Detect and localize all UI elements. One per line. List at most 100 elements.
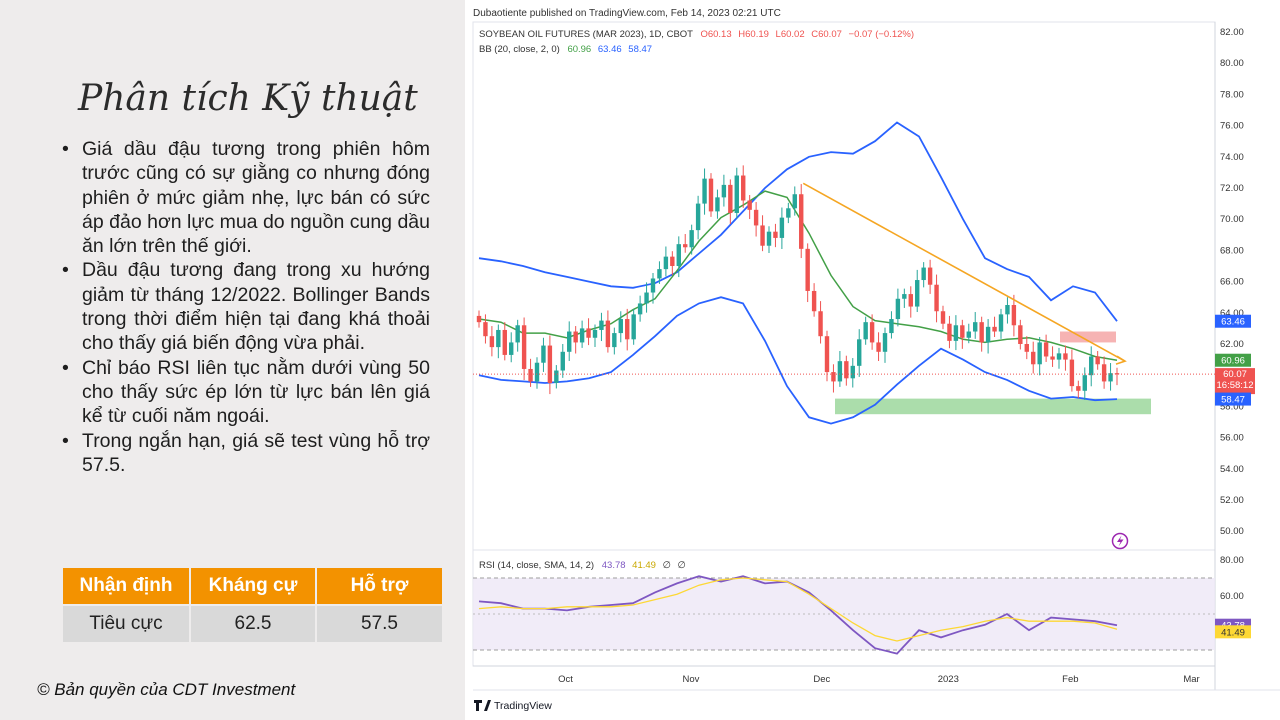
candle-body bbox=[779, 217, 785, 238]
candle-body bbox=[618, 319, 623, 334]
bollinger-basis-line[interactable] bbox=[478, 190, 1118, 361]
candle-body bbox=[760, 225, 765, 246]
candle-body bbox=[927, 267, 933, 285]
candle-body bbox=[953, 325, 959, 341]
bollinger-upper-line[interactable] bbox=[478, 121, 1118, 322]
tradingview-logo[interactable]: TradingView bbox=[474, 700, 552, 712]
resistance-zone[interactable] bbox=[1060, 331, 1116, 343]
tradingview-chart[interactable]: Dubaotiente published on TradingView.com… bbox=[465, 0, 1280, 720]
badge-rsi-sma bbox=[1215, 625, 1251, 639]
price-tick-label: 54.00 bbox=[1220, 464, 1244, 475]
ohlc-close: C60.07 bbox=[811, 29, 842, 40]
rsi-label: RSI (14, close, SMA, 14, 2) bbox=[479, 560, 594, 571]
candle-body bbox=[1076, 386, 1081, 391]
candle-body bbox=[476, 315, 482, 323]
candle-body bbox=[728, 184, 733, 213]
rsi-empty-2: ∅ bbox=[678, 560, 686, 571]
bullet-list: Giá dầu đậu tương trong phiên hôm trước … bbox=[62, 137, 430, 477]
candle-body bbox=[1043, 342, 1049, 357]
candle-body bbox=[786, 208, 791, 218]
candle-body bbox=[811, 290, 817, 312]
candle-body bbox=[521, 325, 527, 369]
price-tick-label: 76.00 bbox=[1220, 121, 1244, 132]
rsi-legend[interactable]: RSI (14, close, SMA, 14, 2) 43.78 41.49 … bbox=[479, 560, 686, 571]
badge-lower-text: 58.47 bbox=[1221, 395, 1245, 406]
candle-body bbox=[824, 336, 830, 373]
price-tick-label: 62.00 bbox=[1220, 339, 1244, 350]
candle-body bbox=[934, 284, 939, 312]
bollinger-lower-line[interactable] bbox=[478, 296, 1118, 425]
candle-body bbox=[637, 303, 643, 315]
candle-body bbox=[966, 331, 971, 338]
time-axis[interactable]: Oct Nov Dec 2023 Feb Mar bbox=[558, 674, 1200, 685]
candle-body bbox=[766, 231, 772, 246]
candle-body bbox=[631, 314, 636, 340]
rsi-sma-value: 41.49 bbox=[632, 560, 656, 571]
candle-body bbox=[676, 244, 681, 266]
candle-body bbox=[625, 319, 630, 340]
time-tick-label: Dec bbox=[813, 674, 830, 685]
bullet-item: Trong ngắn hạn, giá sẽ test vùng hỗ trợ … bbox=[62, 429, 430, 478]
bb-lower-value: 58.47 bbox=[628, 44, 652, 55]
price-tick-label: 66.00 bbox=[1220, 277, 1244, 288]
candle-body bbox=[612, 333, 617, 348]
candle-body bbox=[605, 320, 611, 348]
candle-body bbox=[702, 178, 707, 204]
candle-body bbox=[1037, 342, 1042, 365]
candle-body bbox=[496, 329, 501, 348]
rsi-sma-line[interactable] bbox=[478, 577, 1118, 642]
symbol-legend[interactable]: SOYBEAN OIL FUTURES (MAR 2023), 1D, CBOT… bbox=[479, 29, 914, 40]
trend-arrow-icon bbox=[1115, 355, 1127, 365]
candle-body bbox=[863, 322, 868, 340]
ohlc-change: −0.07 (−0.12%) bbox=[849, 29, 915, 40]
bb-legend[interactable]: BB (20, close, 2, 0) 60.96 63.46 58.47 bbox=[479, 44, 652, 55]
rsi-empty-1: ∅ bbox=[663, 560, 671, 571]
candle-body bbox=[541, 345, 546, 363]
support-zone[interactable] bbox=[835, 398, 1151, 415]
table-header-cell: Nhận định bbox=[63, 568, 189, 604]
candle-body bbox=[554, 370, 559, 383]
price-axis[interactable]: 82.00 80.00 78.00 76.00 74.00 72.00 70.00 68.00… bbox=[1220, 27, 1244, 537]
price-badges: 63.46 60.96 60.07 16:58:12 58.47 43.78 4… bbox=[1215, 314, 1255, 639]
candle-body bbox=[1050, 356, 1055, 360]
candle-body bbox=[509, 342, 514, 355]
candle-body bbox=[792, 194, 797, 209]
price-tick-label: 70.00 bbox=[1220, 214, 1244, 225]
bullet-item: Dầu đậu tương đang trong xu hướng giảm t… bbox=[62, 258, 430, 355]
price-tick-label: 78.00 bbox=[1220, 89, 1244, 100]
candle-body bbox=[857, 339, 862, 366]
candle-body bbox=[483, 322, 488, 337]
candle-body bbox=[960, 325, 965, 338]
badge-countdown-text: 16:58:12 bbox=[1217, 380, 1254, 391]
candle-body bbox=[818, 311, 823, 337]
candle-body bbox=[1063, 353, 1068, 360]
ohlc-high: H60.19 bbox=[738, 29, 769, 40]
candlestick-series[interactable] bbox=[476, 165, 1120, 401]
candle-body bbox=[670, 256, 675, 266]
time-tick-label: Feb bbox=[1062, 674, 1078, 685]
chart-canvas[interactable]: Dubaotiente published on TradingView.com… bbox=[465, 0, 1280, 720]
candle-body bbox=[837, 361, 843, 382]
badge-upper bbox=[1215, 314, 1251, 328]
downtrend-line[interactable] bbox=[802, 182, 1126, 362]
candle-body bbox=[921, 267, 926, 281]
summary-table: Nhận định Kháng cự Hỗ trợ Tiêu cực 62.5 … bbox=[61, 566, 444, 644]
price-tick-label: 72.00 bbox=[1220, 183, 1244, 194]
candle-body bbox=[947, 323, 952, 341]
badge-lower bbox=[1215, 392, 1251, 406]
bullet-item: Giá dầu đậu tương trong phiên hôm trước … bbox=[62, 137, 430, 258]
candle-body bbox=[657, 269, 662, 279]
candle-body bbox=[1101, 364, 1107, 382]
badge-last bbox=[1215, 368, 1255, 395]
time-tick-label: Nov bbox=[683, 674, 700, 685]
candle-body bbox=[902, 294, 907, 299]
candle-body bbox=[1114, 373, 1120, 375]
candle-body bbox=[663, 256, 669, 270]
candle-body bbox=[973, 322, 978, 332]
candle-body bbox=[1108, 373, 1113, 382]
bb-label: BB (20, close, 2, 0) bbox=[479, 44, 560, 55]
price-pane[interactable] bbox=[472, 21, 1216, 551]
lightning-icon[interactable] bbox=[1111, 532, 1129, 550]
price-tick-label: 52.00 bbox=[1220, 495, 1244, 506]
candle-body bbox=[979, 322, 984, 343]
